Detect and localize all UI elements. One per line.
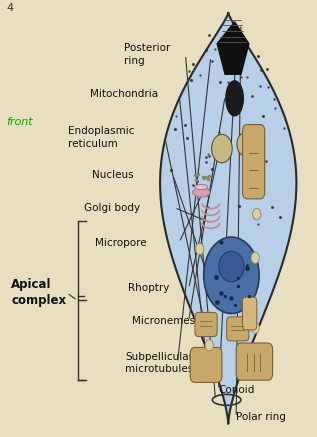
Text: Subpellicular
microtubules: Subpellicular microtubules xyxy=(125,351,193,374)
Text: 4: 4 xyxy=(6,3,13,13)
FancyBboxPatch shape xyxy=(195,312,217,336)
Text: Endoplasmic
reticulum: Endoplasmic reticulum xyxy=(68,126,135,149)
Text: Micropore: Micropore xyxy=(95,238,147,247)
Circle shape xyxy=(251,252,259,264)
Ellipse shape xyxy=(219,251,244,282)
FancyBboxPatch shape xyxy=(243,125,265,199)
Ellipse shape xyxy=(195,184,208,190)
Text: Mitochondria: Mitochondria xyxy=(90,89,158,99)
Text: Polar ring: Polar ring xyxy=(236,413,286,422)
Text: Rhoptry: Rhoptry xyxy=(128,284,170,293)
Ellipse shape xyxy=(204,237,259,314)
Text: Apical
complex: Apical complex xyxy=(11,278,66,307)
Text: Posterior
ring: Posterior ring xyxy=(124,43,170,66)
FancyBboxPatch shape xyxy=(227,317,249,341)
Ellipse shape xyxy=(211,135,232,163)
FancyBboxPatch shape xyxy=(190,347,222,382)
Text: Micronemes: Micronemes xyxy=(132,316,195,326)
Circle shape xyxy=(251,322,259,333)
FancyBboxPatch shape xyxy=(243,297,257,330)
Polygon shape xyxy=(160,13,296,424)
Text: Conoid: Conoid xyxy=(219,385,255,395)
Ellipse shape xyxy=(226,81,243,116)
Text: Nucleus: Nucleus xyxy=(92,170,133,180)
Ellipse shape xyxy=(237,132,255,156)
Text: front: front xyxy=(6,118,33,127)
FancyBboxPatch shape xyxy=(236,343,273,380)
Circle shape xyxy=(253,208,261,220)
Circle shape xyxy=(196,243,204,255)
Circle shape xyxy=(205,340,213,351)
Text: Golgi body: Golgi body xyxy=(84,203,140,212)
Polygon shape xyxy=(217,22,249,74)
Ellipse shape xyxy=(193,187,210,197)
